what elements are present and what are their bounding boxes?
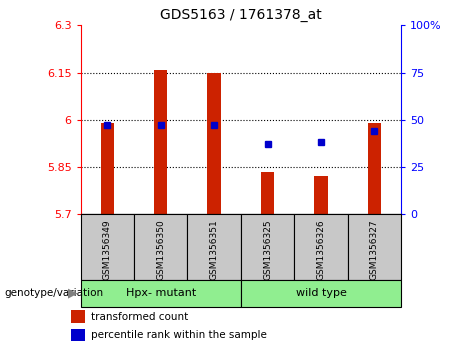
Bar [241,280,401,307]
Text: wild type: wild type [296,288,346,298]
Text: percentile rank within the sample: percentile rank within the sample [91,330,267,340]
Bar [71,329,85,341]
Bar [261,172,274,214]
Text: ▶: ▶ [68,287,78,299]
Text: GSM1356351: GSM1356351 [210,219,219,280]
Text: GSM1356350: GSM1356350 [156,219,165,280]
Text: GSM1356326: GSM1356326 [316,219,325,280]
Bar [368,123,381,214]
Bar [154,70,167,214]
Bar [188,214,241,280]
Text: GSM1356349: GSM1356349 [103,219,112,280]
Text: GSM1356325: GSM1356325 [263,219,272,280]
Bar [100,123,114,214]
Bar [314,176,328,214]
Bar [134,214,188,280]
Bar [207,73,221,214]
Title: GDS5163 / 1761378_at: GDS5163 / 1761378_at [160,8,322,22]
Text: Hpx- mutant: Hpx- mutant [126,288,196,298]
Text: transformed count: transformed count [91,312,189,322]
Bar [294,214,348,280]
Bar [241,214,294,280]
Text: genotype/variation: genotype/variation [5,288,104,298]
Bar [348,214,401,280]
Bar [71,310,85,323]
Bar [81,280,241,307]
Text: GSM1356327: GSM1356327 [370,219,379,280]
Bar [81,214,134,280]
